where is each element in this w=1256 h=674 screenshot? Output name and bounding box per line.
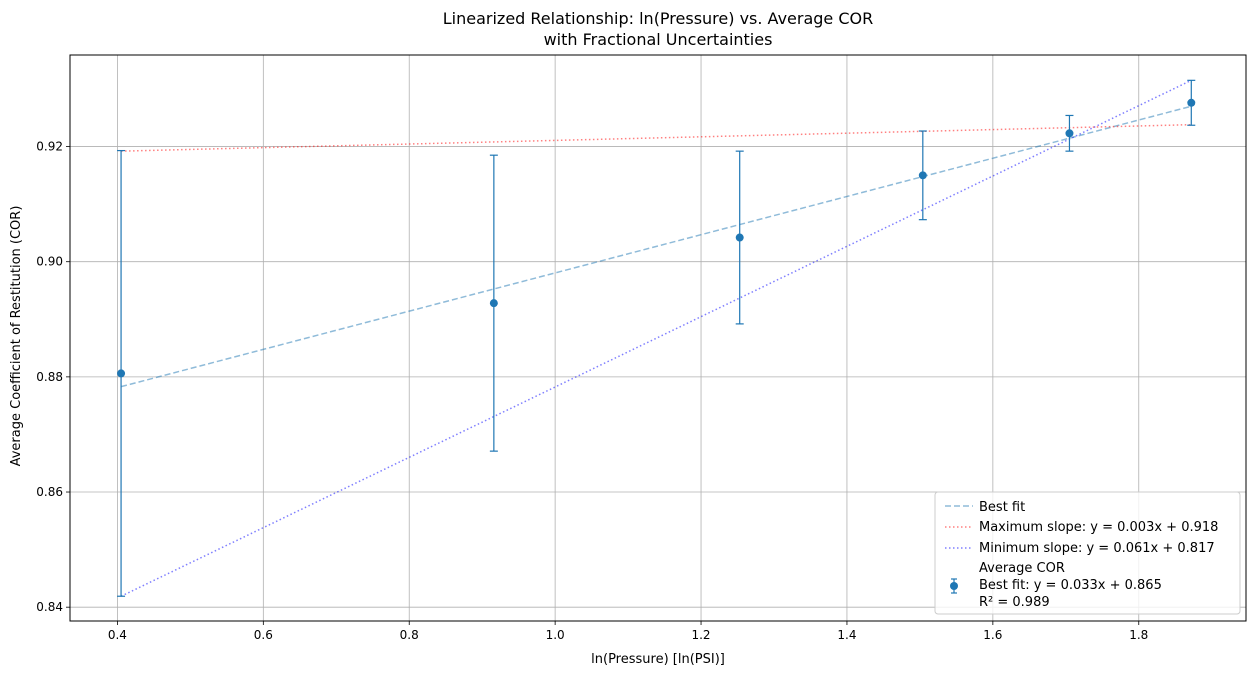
data-marker <box>1187 98 1196 107</box>
data-marker <box>1065 129 1074 138</box>
data-point-3 <box>735 150 744 325</box>
best-fit-line <box>120 105 1192 388</box>
legend-swatch-points <box>950 578 958 594</box>
y-tick-label: 0.86 <box>36 485 63 499</box>
data-marker <box>117 369 126 378</box>
legend: Best fit Maximum slope: y = 0.003x + 0.9… <box>934 491 1241 615</box>
y-axis-label: Average Coefficient of Restitution (COR) <box>9 206 24 467</box>
x-tick-label: 0.6 <box>254 628 273 642</box>
legend-entry-best-fit: Best fit <box>979 500 1025 515</box>
chart-title-line-2: with Fractional Uncertainties <box>544 30 773 49</box>
data-marker <box>918 171 927 180</box>
data-point-5 <box>1065 114 1074 152</box>
chart-title-line-1: Linearized Relationship: ln(Pressure) vs… <box>443 9 873 28</box>
plot-frame <box>69 54 1247 622</box>
y-tick-label: 0.92 <box>36 140 63 154</box>
data-marker <box>489 299 498 308</box>
legend-entry-max-slope: Maximum slope: y = 0.003x + 0.918 <box>979 520 1218 535</box>
x-tick-label: 0.8 <box>400 628 419 642</box>
legend-entry-points-r2: R² = 0.989 <box>979 595 1050 610</box>
y-tick-label: 0.84 <box>36 600 63 614</box>
y-tick-label: 0.88 <box>36 370 63 384</box>
data-point-6 <box>1187 79 1196 126</box>
plot-series <box>117 79 1196 597</box>
legend-entry-min-slope: Minimum slope: y = 0.061x + 0.817 <box>979 541 1215 556</box>
data-marker <box>735 233 744 242</box>
x-tick-label: 1.4 <box>837 628 856 642</box>
legend-entry-points-name: Average COR <box>979 561 1065 576</box>
x-tick-label: 1.2 <box>691 628 710 642</box>
legend-entry-points-fit: Best fit: y = 0.033x + 0.865 <box>979 578 1162 593</box>
y-tick-label: 0.90 <box>36 255 63 269</box>
x-tick-label: 1.0 <box>546 628 565 642</box>
axis-ticks: 0.4 0.6 0.8 1.0 1.2 1.4 1.6 1.8 0.84 0.86 0.88 0.90… <box>36 140 1148 642</box>
data-point-2 <box>489 154 498 452</box>
data-point-4 <box>918 130 927 221</box>
x-axis-label: ln(Pressure) [ln(PSI)] <box>591 652 725 667</box>
maximum-slope-line <box>121 123 1192 152</box>
legend-box <box>934 491 1241 615</box>
x-tick-label: 1.6 <box>983 628 1002 642</box>
x-tick-label: 0.4 <box>108 628 127 642</box>
data-point-1 <box>117 149 126 597</box>
x-tick-label: 1.8 <box>1129 628 1148 642</box>
